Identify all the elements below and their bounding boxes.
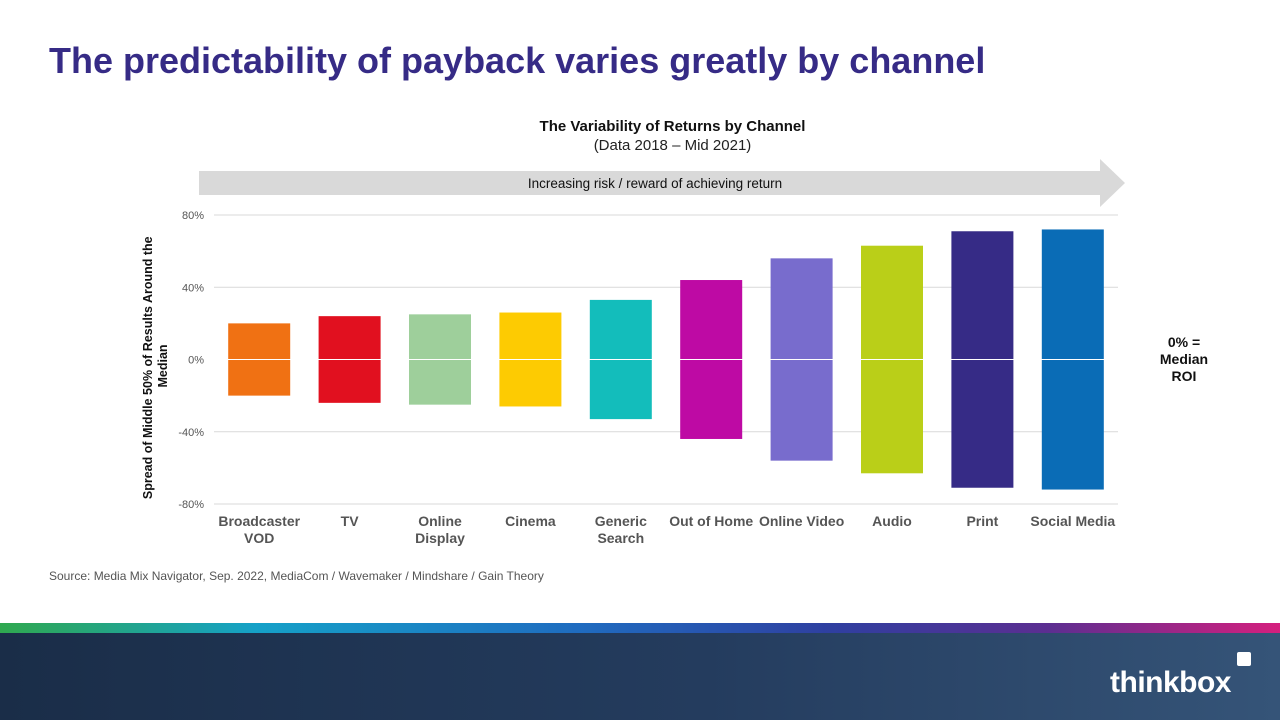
category-label: Broadcaster VOD xyxy=(218,513,300,546)
y-tick-label: 80% xyxy=(182,210,204,222)
logo-square-icon xyxy=(1237,652,1251,666)
footer-color-stripe xyxy=(0,623,1280,633)
category-label: Out of Home xyxy=(669,513,753,529)
footer-band xyxy=(0,623,1280,720)
category-label: Social Media xyxy=(1030,513,1115,529)
category-label: Online Video xyxy=(759,513,844,529)
y-tick-label: 40% xyxy=(182,282,204,294)
category-label: TV xyxy=(341,513,360,529)
category-label: Cinema xyxy=(505,513,556,529)
chart-subtitle: (Data 2018 – Mid 2021) xyxy=(593,137,752,154)
risk-arrow xyxy=(199,159,1125,207)
risk-arrow-label: Increasing risk / reward of achieving re… xyxy=(528,176,782,191)
slide-title: The predictability of payback varies gre… xyxy=(49,40,986,81)
median-annotation: 0% = Median ROI xyxy=(1160,334,1208,384)
y-tick-label: 0% xyxy=(188,355,204,367)
category-label: Print xyxy=(966,513,998,529)
thinkbox-logo: thinkbox xyxy=(1110,666,1232,699)
y-tick-label: -80% xyxy=(178,499,204,511)
category-label: Audio xyxy=(872,513,912,529)
y-tick-label: -40% xyxy=(178,427,204,439)
y-axis-label: Spread of Middle 50% of Results Around t… xyxy=(141,233,170,499)
chart: Increasing risk / reward of achieving re… xyxy=(141,159,1208,546)
category-label: Online Display xyxy=(415,513,465,546)
chart-title: The Variability of Returns by Channel xyxy=(539,118,806,135)
category-label: Generic Search xyxy=(595,513,647,546)
source-note: Source: Media Mix Navigator, Sep. 2022, … xyxy=(49,569,544,583)
